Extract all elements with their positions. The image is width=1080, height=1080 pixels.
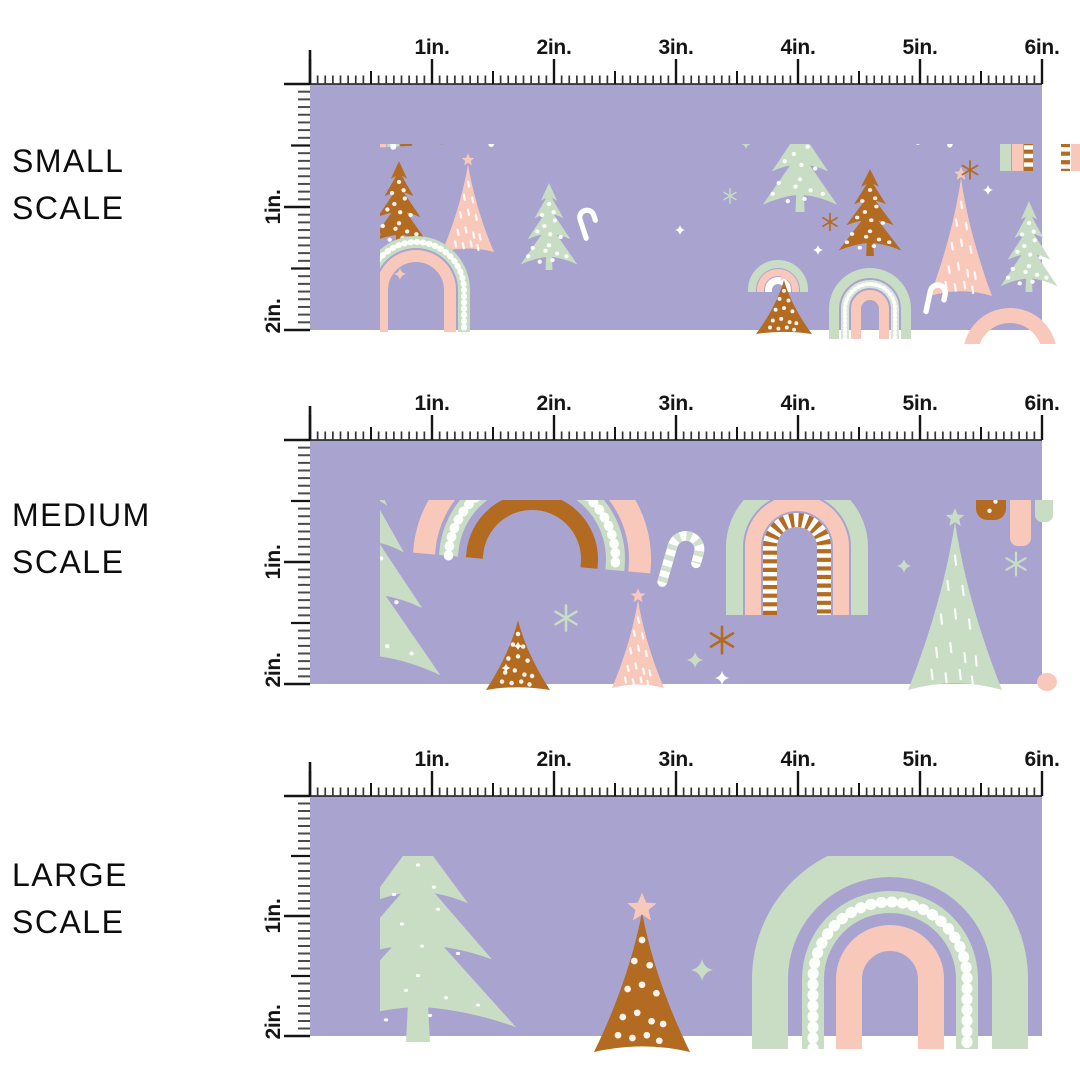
candy-cane <box>577 207 598 241</box>
rainbow <box>726 500 868 615</box>
twinkle-star-icon <box>715 671 729 685</box>
sparkle-star-icon <box>961 160 979 180</box>
sparkle-star-icon <box>554 604 578 632</box>
pine-tree <box>380 856 516 1042</box>
ruler-inch-label: 2in. <box>262 653 285 688</box>
ruler-inch-label: 2in. <box>537 36 572 59</box>
twinkle-star-icon <box>394 268 406 280</box>
sparkle-star-icon <box>1005 551 1027 577</box>
candy-cane <box>657 531 705 587</box>
sparkle-star-icon <box>709 625 735 655</box>
twinkle-star-icon <box>380 679 381 681</box>
left-ruler: 1in. 2in. <box>262 82 310 334</box>
scale-label-line: SCALE <box>12 190 125 226</box>
ruler-inch-label: 1in. <box>262 545 285 580</box>
tree-star-topper <box>778 269 790 281</box>
triangle-tree <box>908 522 1002 690</box>
rainbow <box>380 236 470 335</box>
ruler-inch-label: 2in. <box>262 299 285 334</box>
triangle-tree <box>594 912 690 1052</box>
ruler-inch-label: 1in. <box>262 190 285 225</box>
ruler-inch-label: 4in. <box>781 748 816 771</box>
rainbow <box>413 500 651 576</box>
ruler-inch-label: 1in. <box>415 36 450 59</box>
pattern-fragment <box>1010 500 1031 546</box>
tree-star-topper <box>461 153 475 166</box>
pine-tree <box>1000 201 1058 292</box>
scale-label-line: SCALE <box>12 904 125 940</box>
rainbow <box>829 268 911 341</box>
ruler-inch-label: 6in. <box>1025 36 1060 59</box>
pattern-fragment <box>1037 673 1057 691</box>
tree-star-topper <box>627 892 657 921</box>
triangle-tree <box>756 280 812 334</box>
twinkle-star-icon <box>675 225 685 235</box>
scale-label-line: LARGE <box>12 857 128 893</box>
scale-label-line: SCALE <box>12 544 125 580</box>
scale-label-line: SMALL <box>12 143 125 179</box>
ruler-inch-label: 6in. <box>1025 392 1060 415</box>
tree-star-topper <box>630 588 646 603</box>
top-ruler: 1in. 2in. 3in. 4in. 5in. 6in. <box>308 36 1060 85</box>
twinkle-star-icon <box>513 641 523 651</box>
pine-tree <box>838 169 902 256</box>
ruler-inch-label: 4in. <box>781 36 816 59</box>
ruler-inch-label: 3in. <box>659 748 694 771</box>
triangle-tree <box>930 178 992 296</box>
pine-tree <box>520 183 578 270</box>
scale-label-small: SMALL SCALE <box>12 138 124 232</box>
rainbow <box>748 260 808 292</box>
rainbow <box>964 308 1056 344</box>
ruler-inch-label: 2in. <box>262 1005 285 1040</box>
fabric-swatch <box>310 84 1080 344</box>
twinkle-star-icon <box>691 959 713 981</box>
tree-star-topper <box>945 508 965 527</box>
sparkle-star-icon <box>822 212 838 232</box>
scale-label-line: MEDIUM <box>12 497 151 533</box>
swatch-medium-scale: 1in. 2in. 3in. 4in. 5in. 6in. 1in. 2in. <box>262 392 1060 691</box>
pattern-fragment <box>1035 500 1053 522</box>
ruler-inch-label: 1in. <box>415 748 450 771</box>
ruler-inch-label: 5in. <box>903 748 938 771</box>
twinkle-star-icon <box>983 185 993 195</box>
ruler-inch-label: 5in. <box>903 36 938 59</box>
rainbow <box>752 856 1028 1055</box>
fabric-swatch <box>310 440 1057 691</box>
twinkle-star-icon <box>897 559 911 573</box>
swatch-small-scale: 1in. 2in. 3in. 4in. 5in. 6in. 1in. 2in. <box>262 36 1080 344</box>
candy-cane <box>923 282 949 315</box>
tree-star-topper <box>954 166 968 180</box>
ruler-inch-label: 4in. <box>781 392 816 415</box>
ruler-inch-label: 3in. <box>659 36 694 59</box>
swatch-large-scale: 1in. 2in. 3in. 4in. 5in. 6in. 1in. 2in. <box>262 748 1060 1055</box>
top-ruler: 1in. 2in. 3in. 4in. 5in. 6in. <box>308 392 1060 441</box>
triangle-tree <box>612 600 664 688</box>
ruler-inch-label: 6in. <box>1025 748 1060 771</box>
ruler-inch-label: 3in. <box>659 392 694 415</box>
fabric-swatch <box>310 796 1042 1055</box>
ruler-inch-label: 1in. <box>415 392 450 415</box>
scale-label-large: LARGE SCALE <box>12 852 128 946</box>
pattern-fragment <box>976 500 1006 520</box>
ruler-inch-label: 5in. <box>903 392 938 415</box>
triangle-tree <box>486 620 550 690</box>
sparkle-star-icon <box>723 188 737 204</box>
scale-label-medium: MEDIUM SCALE <box>12 492 151 586</box>
triangle-tree <box>442 164 494 252</box>
ruler-inch-label: 1in. <box>262 899 285 934</box>
left-ruler: 1in. 2in. <box>262 794 310 1040</box>
twinkle-star-icon <box>741 144 751 149</box>
top-ruler: 1in. 2in. 3in. 4in. 5in. 6in. <box>308 748 1060 797</box>
left-ruler: 1in. 2in. <box>262 438 310 688</box>
twinkle-star-icon <box>687 652 703 668</box>
ruler-inch-label: 2in. <box>537 392 572 415</box>
ruler-inch-label: 2in. <box>537 748 572 771</box>
twinkle-star-icon <box>813 245 823 255</box>
twinkle-star-icon <box>501 663 511 673</box>
pine-tree <box>762 144 838 212</box>
pine-tree <box>380 161 428 248</box>
